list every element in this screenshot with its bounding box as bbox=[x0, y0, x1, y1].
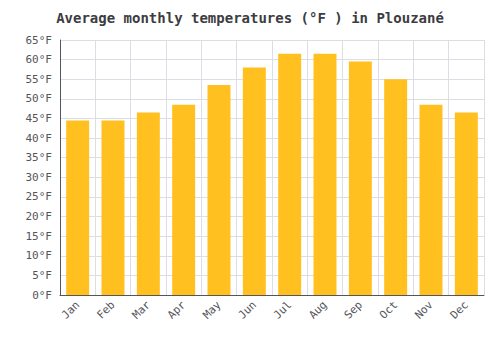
svg-text:Mar: Mar bbox=[130, 298, 153, 321]
svg-text:Jan: Jan bbox=[59, 298, 82, 321]
svg-text:Oct: Oct bbox=[377, 298, 400, 321]
svg-text:65°F: 65°F bbox=[26, 34, 53, 47]
svg-text:May: May bbox=[200, 298, 223, 321]
svg-text:15°F: 15°F bbox=[26, 230, 53, 243]
svg-text:Jun: Jun bbox=[236, 298, 259, 321]
svg-text:25°F: 25°F bbox=[26, 190, 53, 203]
svg-text:Average monthly temperatures (: Average monthly temperatures (°F ) in Pl… bbox=[56, 10, 444, 26]
svg-text:20°F: 20°F bbox=[26, 210, 53, 223]
svg-text:5°F: 5°F bbox=[32, 269, 52, 282]
svg-text:40°F: 40°F bbox=[26, 132, 53, 145]
svg-text:Jul: Jul bbox=[271, 298, 294, 321]
svg-text:Aug: Aug bbox=[306, 298, 329, 321]
svg-text:Feb: Feb bbox=[94, 298, 117, 321]
svg-text:35°F: 35°F bbox=[26, 151, 53, 164]
svg-text:30°F: 30°F bbox=[26, 171, 53, 184]
svg-text:Nov: Nov bbox=[412, 298, 435, 321]
svg-text:10°F: 10°F bbox=[26, 249, 53, 262]
svg-text:50°F: 50°F bbox=[26, 92, 53, 105]
svg-text:60°F: 60°F bbox=[26, 53, 53, 66]
svg-text:0°F: 0°F bbox=[32, 289, 52, 302]
svg-text:Dec: Dec bbox=[448, 298, 471, 321]
svg-text:55°F: 55°F bbox=[26, 73, 53, 86]
svg-text:Apr: Apr bbox=[165, 298, 188, 321]
svg-text:Sep: Sep bbox=[342, 298, 365, 321]
svg-text:45°F: 45°F bbox=[26, 112, 53, 125]
